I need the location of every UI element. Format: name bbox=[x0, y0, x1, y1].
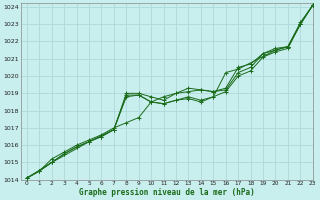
X-axis label: Graphe pression niveau de la mer (hPa): Graphe pression niveau de la mer (hPa) bbox=[79, 188, 255, 197]
